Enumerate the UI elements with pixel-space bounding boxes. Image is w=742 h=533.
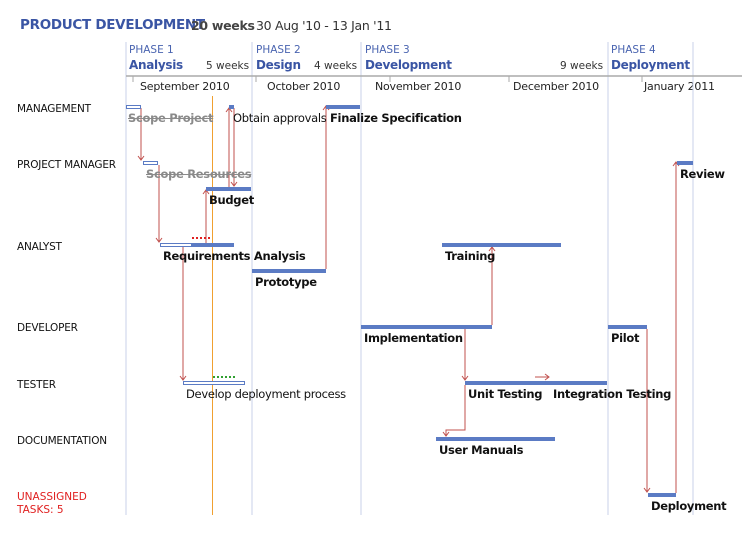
task-bar — [442, 243, 561, 247]
arrow-head-icon — [230, 181, 238, 187]
task-label[interactable]: Pilot — [611, 331, 640, 345]
arrow-head-icon — [544, 373, 550, 381]
task-label[interactable]: Unit Testing — [468, 387, 543, 401]
phase-4-name[interactable]: Deployment — [611, 58, 690, 72]
phase-1-number: PHASE 1 — [129, 44, 174, 56]
phase-4-number: PHASE 4 — [611, 44, 656, 56]
task-label[interactable]: Scope Project — [128, 111, 214, 125]
task-label[interactable]: Obtain approvals — [233, 111, 327, 125]
row-label: MANAGEMENT — [17, 103, 91, 115]
project-title: PRODUCT DEVELOPMENT — [20, 17, 205, 33]
unassigned-count: TASKS: 5 — [17, 504, 64, 516]
task-label[interactable]: Training — [445, 249, 496, 263]
task-bar — [229, 105, 234, 109]
arrow-head-icon — [137, 155, 145, 161]
task-bar — [326, 105, 360, 109]
arrow-head-icon — [442, 431, 450, 437]
phase-2-name[interactable]: Design — [256, 58, 301, 72]
phase-2-weeks: 4 weeks — [314, 60, 358, 72]
task-label[interactable]: Requirements Analysis — [163, 249, 306, 263]
dependency-link — [445, 385, 466, 436]
task-bar — [192, 243, 234, 247]
phase-3-number: PHASE 3 — [365, 44, 410, 56]
phase-2-number: PHASE 2 — [256, 44, 301, 56]
phase-3-name[interactable]: Development — [365, 58, 452, 72]
task-bar-completed — [126, 105, 141, 109]
task-label[interactable]: Review — [680, 167, 725, 181]
unassigned-tasks[interactable]: UNASSIGNED TASKS: 5 — [17, 491, 87, 517]
task-label[interactable]: Prototype — [255, 275, 317, 289]
task-bar-completed — [160, 243, 192, 247]
task-label[interactable]: Budget — [209, 193, 254, 207]
task-bar — [677, 161, 693, 165]
row-label: PROJECT MANAGER — [17, 159, 116, 171]
project-date-range: 30 Aug '10 - 13 Jan '11 — [256, 18, 392, 33]
row-label: TESTER — [17, 379, 56, 391]
phase-1-name[interactable]: Analysis — [129, 58, 183, 72]
task-label[interactable]: Implementation — [364, 331, 463, 345]
task-bar — [361, 325, 492, 329]
unassigned-label: UNASSIGNED — [17, 491, 87, 503]
task-bar — [436, 437, 555, 441]
project-duration: 20 weeks — [191, 18, 255, 33]
task-label[interactable]: User Manuals — [439, 443, 524, 457]
phase-1-weeks: 5 weeks — [206, 60, 250, 72]
task-bar-completed — [143, 161, 158, 165]
month-label: December 2010 — [513, 80, 599, 93]
month-label: January 2011 — [644, 80, 715, 93]
month-label: September 2010 — [140, 80, 230, 93]
task-bar — [252, 269, 326, 273]
task-bar — [608, 325, 647, 329]
row-label: ANALYST — [17, 241, 62, 253]
arrow-head-icon — [643, 487, 651, 493]
row-label: DOCUMENTATION — [17, 435, 107, 447]
task-label[interactable]: Finalize Specification — [330, 111, 462, 125]
task-bar — [465, 381, 550, 385]
arrow-head-icon — [461, 375, 469, 381]
phase-3-weeks: 9 weeks — [560, 60, 604, 72]
arrow-head-icon — [155, 237, 163, 243]
task-label[interactable]: Scope Resources — [146, 167, 252, 181]
task-label[interactable]: Develop deployment process — [186, 387, 346, 401]
task-bar-completed — [183, 381, 245, 385]
task-label[interactable]: Integration Testing — [553, 387, 672, 401]
task-bar — [648, 493, 676, 497]
task-bar — [550, 381, 607, 385]
task-bar — [206, 187, 251, 191]
row-label: DEVELOPER — [17, 322, 78, 334]
task-label[interactable]: Deployment — [651, 499, 727, 513]
arrow-head-icon — [179, 375, 187, 381]
month-label: November 2010 — [375, 80, 462, 93]
month-label: October 2010 — [267, 80, 341, 93]
